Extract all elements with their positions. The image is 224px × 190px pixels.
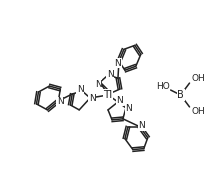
Text: N: N [125,104,132,113]
Text: N: N [57,97,64,106]
Text: OH: OH [192,107,205,116]
Text: N: N [95,80,101,89]
Text: N: N [77,85,84,93]
Text: N: N [89,94,95,104]
Text: N: N [107,70,113,79]
Text: OH: OH [192,74,205,83]
Text: B: B [177,90,184,100]
Text: Tl: Tl [103,90,113,100]
Text: N: N [115,59,121,68]
Text: HO: HO [156,82,170,91]
Text: N: N [116,97,123,105]
Text: N: N [138,121,145,130]
